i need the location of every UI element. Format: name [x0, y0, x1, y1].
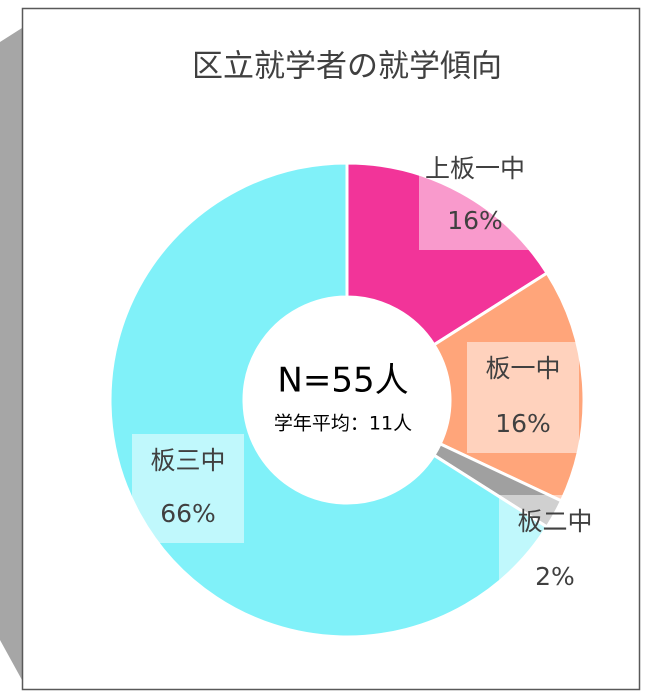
- label-background: [467, 342, 579, 453]
- value-label: 16%: [495, 409, 551, 438]
- category-label: 上板一中: [425, 154, 525, 183]
- center-label: N=55人: [277, 361, 408, 401]
- value-label: 2%: [535, 562, 575, 591]
- label-background: [132, 434, 244, 543]
- value-label: 16%: [447, 206, 503, 235]
- chart-title: 区立就学者の就学傾向: [192, 49, 502, 85]
- label-background: [419, 142, 531, 250]
- labels: 上板一中 16% 板一中 16% 板二中 2% 板三中 66%: [132, 142, 611, 606]
- category-label: 板二中: [517, 507, 592, 536]
- slice: [345, 161, 550, 347]
- center-sublabel: 学年平均：11人: [274, 413, 412, 435]
- category-label: 板三中: [150, 446, 225, 475]
- label-background: [499, 495, 611, 606]
- value-label: 66%: [160, 499, 216, 528]
- side-shadow: [0, 28, 22, 680]
- category-label: 板一中: [485, 354, 560, 383]
